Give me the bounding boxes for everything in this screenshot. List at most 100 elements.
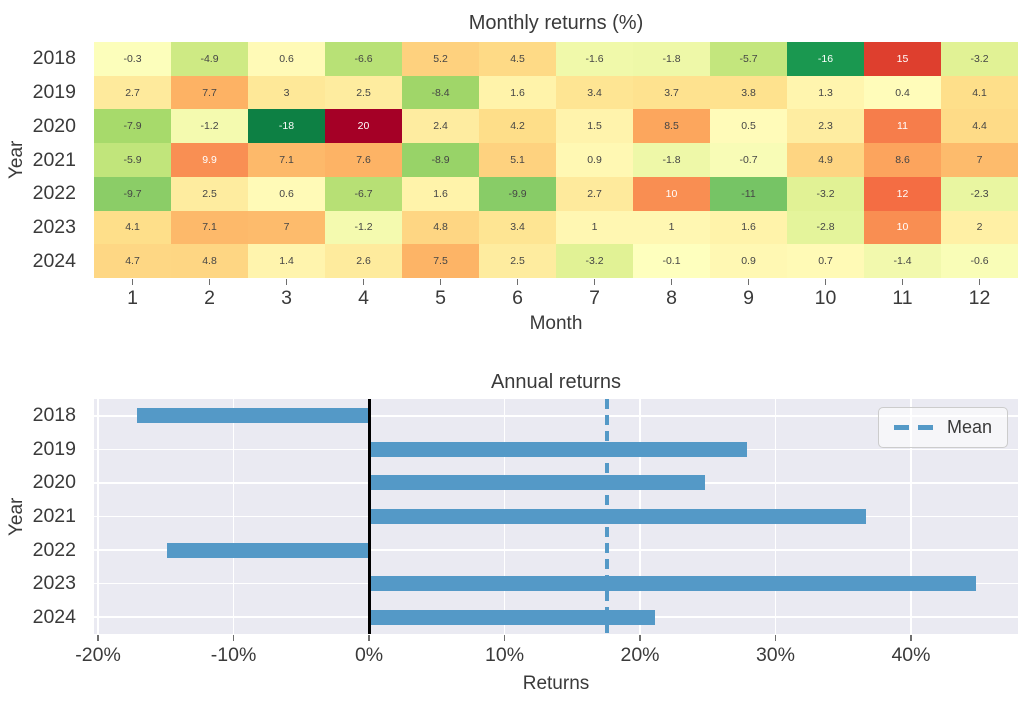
heatmap-cell: 7.1 bbox=[248, 143, 325, 177]
heatmap-cell: 10 bbox=[633, 176, 710, 211]
x-tick-mark bbox=[285, 279, 288, 285]
x-tick-mark bbox=[503, 635, 506, 641]
bar-chart-x-axis-label: Returns bbox=[522, 673, 590, 694]
x-tick-mark bbox=[670, 279, 673, 285]
heatmap-year-tick-label: 2023 bbox=[32, 215, 76, 238]
x-tick-mark bbox=[910, 635, 912, 641]
legend-label: Mean bbox=[946, 417, 992, 437]
heatmap-cell: 3.4 bbox=[479, 210, 556, 245]
x-tick-mark bbox=[774, 635, 777, 641]
heatmap-cell: 4.5 bbox=[479, 42, 556, 76]
heatmap-cell: 7 bbox=[248, 210, 325, 245]
x-tick-mark bbox=[593, 279, 596, 285]
heatmap-cell: 3.7 bbox=[633, 75, 710, 110]
bar-year-tick-label: 2022 bbox=[32, 538, 76, 561]
bar-chart-year-axis: 2018 2019 2020 2021 2022 2023 2024 bbox=[0, 399, 86, 634]
heatmap-cell: 5.1 bbox=[479, 143, 556, 177]
heatmap-cell: 4.7 bbox=[94, 244, 171, 278]
month-tick-label: 4 bbox=[358, 287, 369, 309]
annual-return-bar-2021 bbox=[369, 509, 867, 524]
heatmap-cell: 1.6 bbox=[710, 210, 787, 245]
heatmap-cell: 1.6 bbox=[402, 176, 479, 211]
heatmap-cell: 15 bbox=[864, 42, 941, 76]
heatmap-cell: -0.1 bbox=[633, 244, 710, 278]
heatmap-cell: 0.9 bbox=[556, 143, 633, 177]
heatmap-cell: 4.8 bbox=[402, 210, 479, 245]
bar-year-tick-label: 2018 bbox=[32, 404, 76, 427]
percent-tick-label: 40% bbox=[891, 644, 931, 666]
annual-returns-bar-chart: Mean bbox=[94, 399, 1018, 634]
heatmap-cell: 4.9 bbox=[787, 143, 864, 177]
heatmap-cell: -3.2 bbox=[941, 42, 1018, 76]
bar-chart-percent-axis: -20% -10% 0% 10% 20% 30% 40% bbox=[75, 644, 1018, 668]
heatmap-year-tick-label: 2020 bbox=[32, 114, 76, 137]
grid-line-horizontal bbox=[94, 415, 1018, 417]
heatmap-year-tick-label: 2019 bbox=[32, 81, 76, 104]
heatmap-cell: 2.7 bbox=[94, 75, 171, 110]
bar-year-tick-label: 2023 bbox=[32, 572, 76, 595]
heatmap-cell: 1 bbox=[633, 210, 710, 245]
heatmap-cell: -1.2 bbox=[325, 210, 402, 245]
heatmap-cell: 20 bbox=[325, 109, 402, 144]
month-tick-label: 7 bbox=[589, 287, 600, 309]
x-tick-mark bbox=[208, 279, 211, 285]
heatmap-cell: -6.7 bbox=[325, 176, 402, 211]
bar-year-tick-label: 2021 bbox=[32, 505, 76, 528]
percent-tick-label: 20% bbox=[620, 644, 660, 666]
heatmap-cell: -0.7 bbox=[710, 143, 787, 177]
annual-return-bar-2024 bbox=[369, 609, 655, 625]
x-tick-mark bbox=[439, 279, 442, 285]
heatmap-cell: 2.3 bbox=[787, 109, 864, 144]
x-tick-mark bbox=[824, 279, 827, 285]
percent-tick-label: 10% bbox=[485, 644, 525, 666]
month-tick-label: 12 bbox=[968, 287, 991, 309]
bar-chart-x-tick-marks bbox=[94, 635, 1018, 641]
heatmap-cell: 7.7 bbox=[171, 75, 248, 110]
heatmap-cell: 3.8 bbox=[710, 75, 787, 110]
heatmap-cell: 1 bbox=[556, 210, 633, 245]
heatmap-cell: 9.9 bbox=[171, 143, 248, 177]
bar-chart-title: Annual returns bbox=[490, 371, 622, 393]
month-tick-label: 3 bbox=[281, 287, 292, 309]
grid-line-vertical bbox=[97, 399, 99, 634]
percent-tick-label: 0% bbox=[354, 644, 384, 666]
month-tick-label: 5 bbox=[435, 287, 446, 309]
heatmap-month-axis: 1 2 3 4 5 6 7 8 9 10 11 12 bbox=[94, 287, 1018, 311]
heatmap-x-axis-label: Month bbox=[529, 313, 583, 334]
heatmap-cell: 3 bbox=[248, 75, 325, 110]
heatmap-cell: 2.5 bbox=[171, 176, 248, 211]
legend: Mean bbox=[877, 407, 1008, 448]
x-tick-mark bbox=[368, 635, 370, 641]
heatmap-year-tick-label: 2022 bbox=[32, 182, 76, 205]
annual-return-bar-2018 bbox=[137, 408, 370, 424]
heatmap-cell: -0.6 bbox=[941, 244, 1018, 278]
percent-tick-label: 30% bbox=[755, 644, 795, 666]
heatmap-cell: 1.6 bbox=[479, 75, 556, 110]
x-tick-mark bbox=[232, 635, 235, 641]
heatmap-year-axis: 2018 2019 2020 2021 2022 2023 2024 bbox=[0, 42, 86, 278]
heatmap-cell: 2.4 bbox=[402, 109, 479, 144]
heatmap-cell: 0.4 bbox=[864, 75, 941, 110]
heatmap-cell: 4.1 bbox=[941, 75, 1018, 110]
heatmap-cell: 2.5 bbox=[325, 75, 402, 110]
heatmap-cell: 3.4 bbox=[556, 75, 633, 110]
percent-tick-label: -10% bbox=[210, 644, 257, 666]
heatmap-cell: 5.2 bbox=[402, 42, 479, 76]
heatmap-year-tick-label: 2018 bbox=[32, 47, 76, 70]
annual-return-bar-2022 bbox=[167, 542, 370, 558]
heatmap-cell: 7.5 bbox=[402, 244, 479, 278]
heatmap-year-tick-label: 2021 bbox=[32, 148, 76, 171]
heatmap-cell: 4.1 bbox=[94, 210, 171, 245]
heatmap-cell: 8.6 bbox=[864, 143, 941, 177]
zero-line bbox=[367, 399, 371, 634]
annual-return-bar-2023 bbox=[369, 576, 976, 592]
heatmap-cell: 4.8 bbox=[171, 244, 248, 278]
x-tick-mark bbox=[901, 279, 904, 285]
month-tick-label: 2 bbox=[204, 287, 215, 309]
heatmap-cell: 1.4 bbox=[248, 244, 325, 278]
mean-line-legend-sample bbox=[893, 425, 934, 430]
month-tick-label: 9 bbox=[743, 287, 754, 309]
x-tick-mark bbox=[97, 635, 99, 641]
heatmap-cell: -4.9 bbox=[171, 42, 248, 76]
